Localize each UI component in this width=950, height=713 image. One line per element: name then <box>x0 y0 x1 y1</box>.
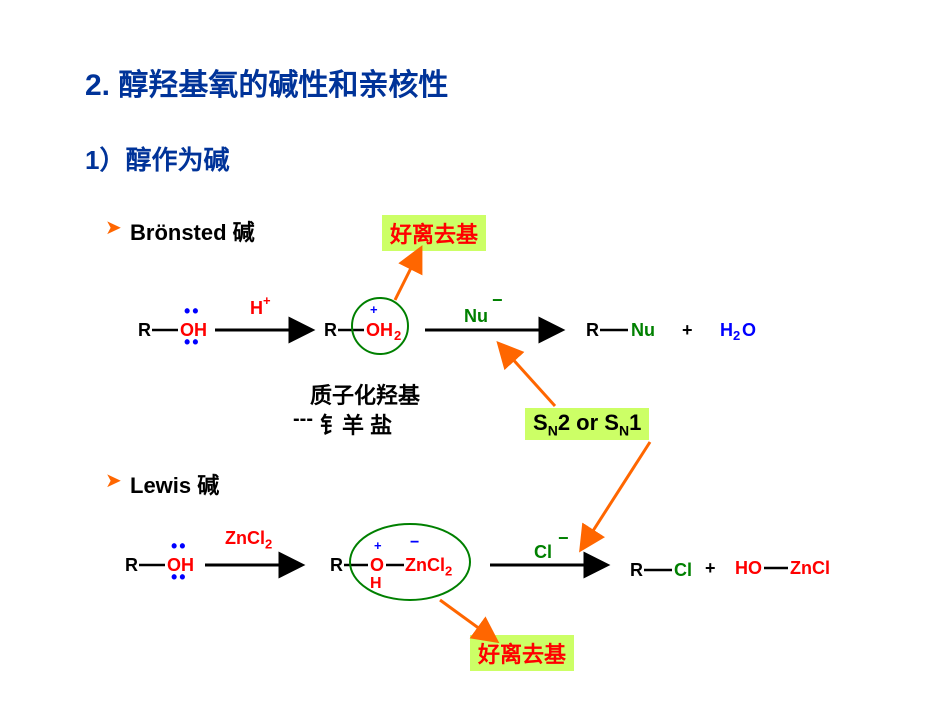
slide: { "title": "2. 醇羟基氧的碱性和亲核性", "subtitle":… <box>0 0 950 713</box>
diagram-svg <box>0 0 950 713</box>
